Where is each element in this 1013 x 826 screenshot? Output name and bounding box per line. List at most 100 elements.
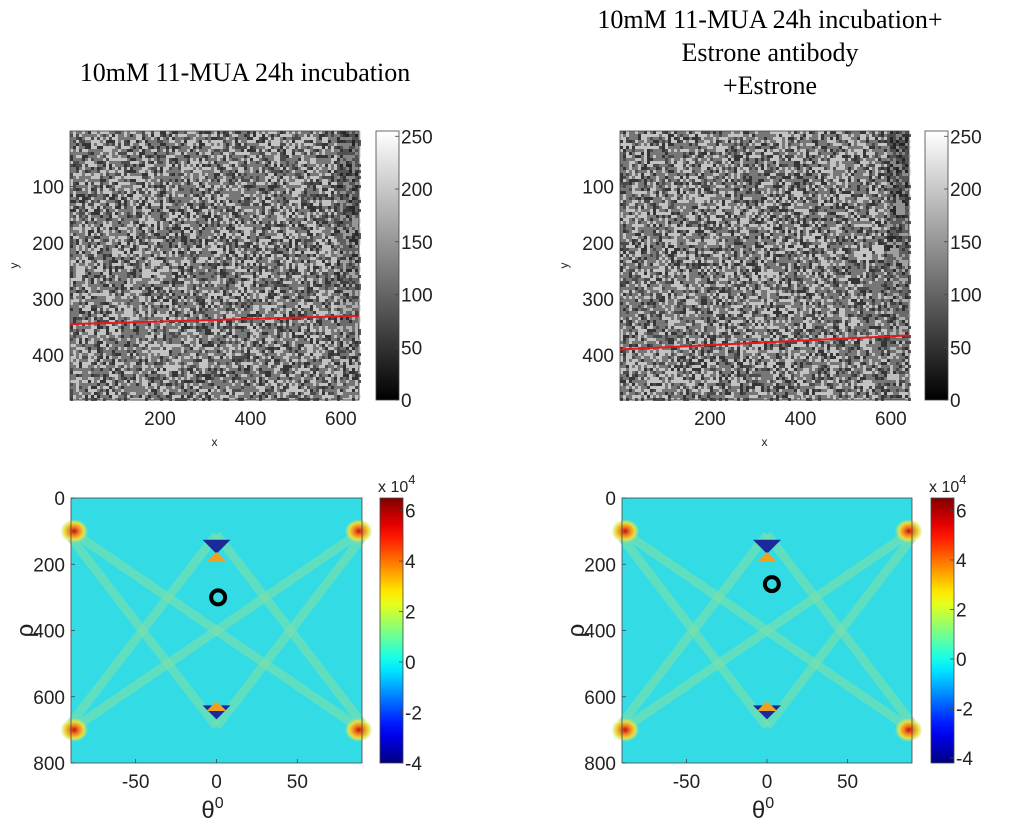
image_right-xtick-label-2: 600 xyxy=(875,409,907,430)
image_left-colorbar-tick-label-3: 150 xyxy=(401,233,433,254)
hough_right-ytick-label-3: 600 xyxy=(584,688,616,709)
hough_left-bowtie-orange-1 xyxy=(206,701,227,712)
image_left-ytick-label-3: 400 xyxy=(32,346,64,367)
image_right-colorbar-tick-label-2: 100 xyxy=(950,286,982,307)
image_left-colorbar-tick-label-4: 200 xyxy=(401,180,433,201)
right-figure-title-line-1: 10mM 11-MUA 24h incubation+ xyxy=(597,5,943,34)
hough_left-colorbar-tick-label-0: -4 xyxy=(405,754,422,775)
hough_left-corner-peak-1 xyxy=(344,519,373,544)
image_right-image-dark-speckle xyxy=(620,131,911,401)
image_right-colorbar-tick-label-0: 0 xyxy=(950,391,961,412)
image_left-image xyxy=(69,130,361,401)
hough_left-image xyxy=(60,497,373,764)
image_left-xtick-label-2: 600 xyxy=(325,409,357,430)
hough_left-colorbar-multiplier-exp: 4 xyxy=(408,472,415,487)
hough_right-bowtie-orange-1 xyxy=(757,701,777,712)
hough_right-colorbar xyxy=(930,497,955,764)
image_right-ytick-label-3: 400 xyxy=(582,346,614,367)
image_right-colorbar-tick-label-1: 50 xyxy=(950,338,971,359)
hough_left-xlabel: θ0 xyxy=(201,795,223,824)
hough_left-bowtie-orange-0 xyxy=(206,551,227,562)
hough_right-xtick-label-0: -50 xyxy=(673,772,700,793)
hough_right-ytick-label-1: 200 xyxy=(584,555,616,576)
image_left-ytick-label-1: 200 xyxy=(32,234,64,255)
hough_right-xtick-label-2: 50 xyxy=(837,772,858,793)
image_right-image-frame xyxy=(619,130,910,401)
hough_left-colorbar-tick-label-2: 0 xyxy=(405,653,416,674)
hough_right-corner-peak-1 xyxy=(894,519,923,544)
hough_right-band-6 xyxy=(763,535,916,730)
hough_right-colorbar-tick-label-4: 4 xyxy=(956,551,967,572)
hough_right-colorbar-tick-label-0: -4 xyxy=(956,749,973,770)
hough_right-corner-peak-2 xyxy=(611,717,640,742)
hough_left-ytick-label-4: 800 xyxy=(33,754,65,775)
hough_right-ytick-label-0: 0 xyxy=(605,489,616,510)
image_right-ylabel: y xyxy=(557,263,571,269)
image_left-colorbar-tick-label-0: 0 xyxy=(401,391,412,412)
hough_left-ytick-label-0: 0 xyxy=(54,489,65,510)
image_right-image-edge-shade xyxy=(887,131,909,400)
image_left-ylabel: y xyxy=(7,263,21,269)
hough_left-colorbar-tick-label-4: 4 xyxy=(405,552,416,573)
image_left-xlabel: x xyxy=(212,435,218,449)
image_left-colorbar-tick-label-5: 250 xyxy=(401,127,433,148)
right-figure-title-line-2: Estrone antibody xyxy=(681,38,859,67)
hough_right-xlabel: θ0 xyxy=(752,795,774,824)
hough_left-colorbar-multiplier: x 104 xyxy=(378,472,415,496)
hough_right-colorbar-tick-label-1: -2 xyxy=(956,700,973,721)
hough_left-corner-peak-2 xyxy=(60,717,89,742)
hough_right-colorbar-tick-label-5: 6 xyxy=(956,501,967,522)
hough_left-corner-peak-0 xyxy=(60,519,89,544)
image_left-image-frame xyxy=(69,130,360,401)
left-figure-title: 10mM 11-MUA 24h incubation xyxy=(79,58,411,87)
hough_right-corner-peak-0 xyxy=(611,519,640,544)
image_left-xtick-label-0: 200 xyxy=(144,409,176,430)
hough_right-colorbar-multiplier: x 104 xyxy=(929,472,966,496)
image_left-image-dark-speckle xyxy=(70,131,361,401)
image_right-xtick-label-0: 200 xyxy=(694,409,726,430)
hough_left-band-2 xyxy=(68,527,365,734)
hough_right-colorbar-tick-label-3: 2 xyxy=(956,600,967,621)
image_right-colorbar-tick-label-4: 200 xyxy=(950,180,982,201)
image_right-ytick-label-1: 200 xyxy=(582,234,614,255)
hough_left-ylabel: ρ xyxy=(12,624,39,638)
image_right-detected-line xyxy=(619,334,910,351)
hough_right-ytick-label-2: 400 xyxy=(584,622,616,643)
hough_left-bowtie-blue-0 xyxy=(202,539,231,554)
hough_left-band-5 xyxy=(67,531,221,726)
hough_left-xtick-label-2: 50 xyxy=(287,772,308,793)
hough_right-ytick-label-4: 800 xyxy=(584,754,616,775)
hough_right-band-2 xyxy=(619,527,915,734)
hough_left-colorbar-tick-label-5: 6 xyxy=(405,502,416,523)
hough_right-colorbar-multiplier-exp: 4 xyxy=(959,472,966,487)
hough_right-xtick-label-1: 0 xyxy=(762,772,773,793)
hough_left-band-6 xyxy=(212,535,366,730)
hough_left-peak-marker xyxy=(209,588,228,607)
hough_right-corner-peak-3 xyxy=(894,717,923,742)
image_right-xtick-label-1: 400 xyxy=(785,409,817,430)
hough_right-peak-marker xyxy=(762,575,781,594)
image_right-image xyxy=(619,130,911,401)
image_right-ytick-label-2: 300 xyxy=(582,290,614,311)
hough_right-colorbar-tick-label-2: 0 xyxy=(956,650,967,671)
image_left-colorbar-tick-label-1: 50 xyxy=(401,338,422,359)
hough_right-xlabel-superscript: 0 xyxy=(765,795,774,812)
hough_right-ylabel: ρ xyxy=(563,624,590,638)
image_left-colorbar-tick-label-2: 100 xyxy=(401,286,433,307)
right-figure-title-line-3: +Estrone xyxy=(722,71,818,100)
hough_left-ytick-label-3: 600 xyxy=(33,688,65,709)
hough_left-xlabel-superscript: 0 xyxy=(215,795,224,812)
hough_right-bowtie-orange-0 xyxy=(757,551,777,562)
image_right-colorbar-tick-label-3: 150 xyxy=(950,233,982,254)
image_right-colorbar xyxy=(924,130,949,401)
image_left-xtick-label-1: 400 xyxy=(235,409,267,430)
image_left-image-edge-shade xyxy=(337,131,359,400)
image_left-ytick-label-2: 300 xyxy=(32,290,64,311)
image_left-colorbar xyxy=(375,130,400,401)
hough_right-band-5 xyxy=(618,531,771,726)
hough_left-xtick-label-1: 0 xyxy=(211,772,222,793)
image_left-ytick-label-0: 100 xyxy=(32,178,64,199)
hough_left-ytick-label-1: 200 xyxy=(33,555,65,576)
hough_left-colorbar-tick-label-1: -2 xyxy=(405,704,422,725)
